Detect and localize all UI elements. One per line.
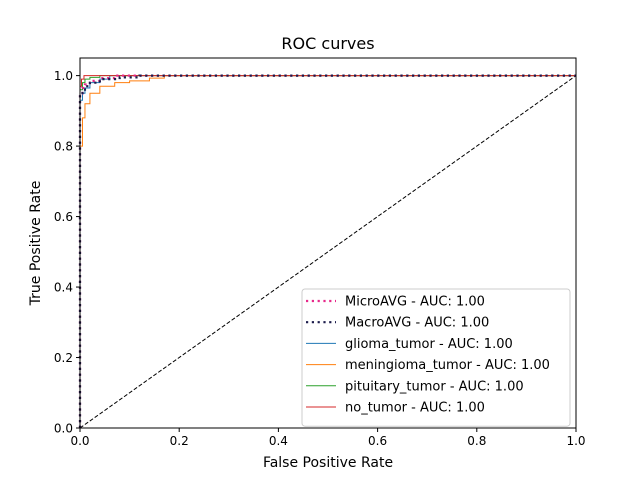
legend-label: MacroAVG - AUC: 1.00 [345, 316, 489, 331]
chart-title: ROC curves [281, 34, 374, 53]
y-axis-label: True Positive Rate [28, 181, 44, 307]
x-tick-label: 0.8 [467, 434, 486, 448]
chance-diagonal-line [79, 75, 577, 429]
x-tick-label: 0.0 [70, 434, 89, 448]
y-tick-label: 0.4 [54, 281, 73, 295]
y-tick-label: 0.0 [54, 422, 73, 436]
roc-series-line [78, 74, 576, 428]
x-tick-label: 1.0 [566, 434, 585, 448]
roc-series-line [79, 75, 576, 428]
y-tick-label: 0.2 [54, 351, 73, 365]
legend-label: glioma_tumor - AUC: 1.00 [345, 337, 513, 352]
roc-series-line [79, 75, 576, 428]
x-axis-label: False Positive Rate [263, 455, 393, 471]
y-tick-label: 0.6 [54, 210, 73, 224]
legend: MicroAVG - AUC: 1.00 MacroAVG - AUC: 1.00… [301, 288, 571, 427]
x-tick-label: 0.4 [269, 434, 288, 448]
legend-box [301, 288, 571, 427]
legend-label: MicroAVG - AUC: 1.00 [345, 295, 485, 310]
y-tick-label: 1.0 [54, 69, 73, 83]
y-tick-label: 0.8 [54, 140, 73, 154]
x-tick-label: 0.2 [170, 434, 189, 448]
plot-frame [79, 57, 577, 429]
legend-label: meningioma_tumor - AUC: 1.00 [345, 358, 550, 373]
legend-label: pituitary_tumor - AUC: 1.00 [345, 379, 524, 394]
axes: 0.0 0.2 0.4 0.6 0.8 1.0 0.0 0.2 0.4 0.6 0.8 1.0 [54, 69, 586, 448]
x-tick-label: 0.6 [368, 434, 387, 448]
plot-area [78, 74, 577, 429]
legend-label: no_tumor - AUC: 1.00 [345, 401, 485, 416]
